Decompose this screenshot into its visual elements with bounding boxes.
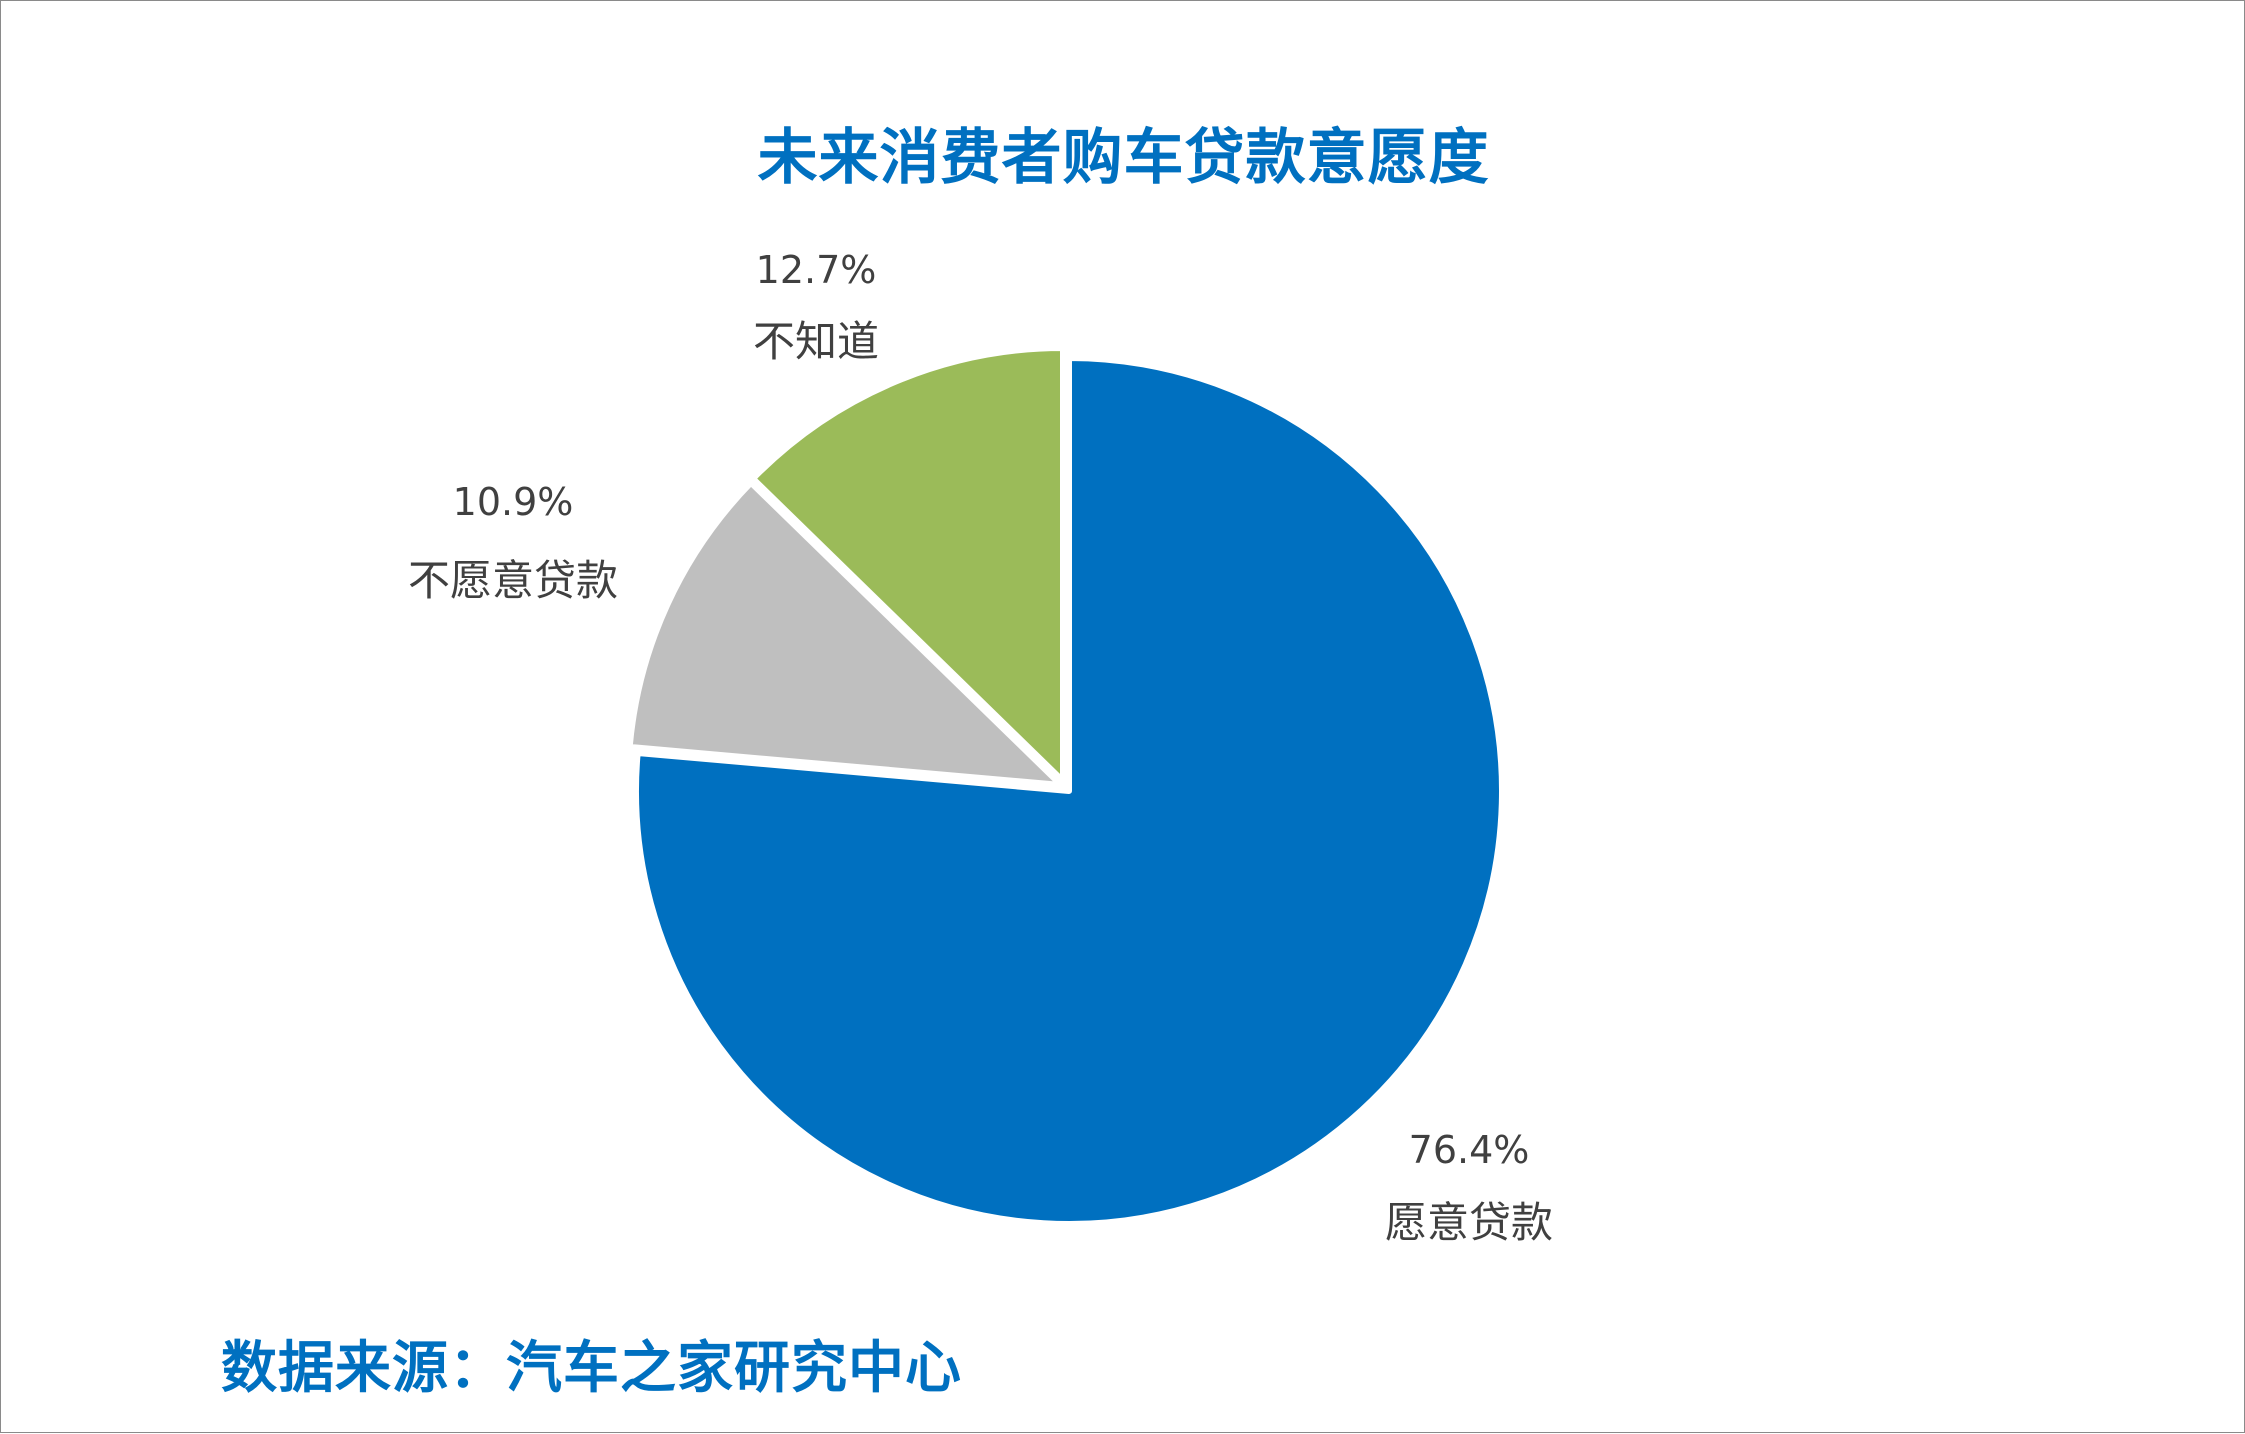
chart-title: 未来消费者购车贷款意愿度 xyxy=(757,123,1490,193)
data-source-note: 数据来源：汽车之家研究中心 xyxy=(221,1336,962,1401)
pie-labels: 76.4% 愿意贷款 10.9% 不愿意贷款 12.7% 不知道 xyxy=(408,248,1553,1247)
data-label-value-unknown: 12.7% xyxy=(756,248,877,292)
pie-slice-unwilling xyxy=(626,479,1064,788)
pie-slice-willing xyxy=(633,355,1505,1227)
pie-slices xyxy=(626,345,1505,1227)
data-label-category-unknown: 不知道 xyxy=(753,317,879,366)
data-label-category-unwilling: 不愿意贷款 xyxy=(408,556,618,605)
data-label-category-willing: 愿意贷款 xyxy=(1385,1198,1553,1247)
pie-slice-unknown xyxy=(750,345,1066,784)
data-label-value-willing: 76.4% xyxy=(1409,1128,1530,1172)
data-label-value-unwilling: 10.9% xyxy=(453,480,574,524)
